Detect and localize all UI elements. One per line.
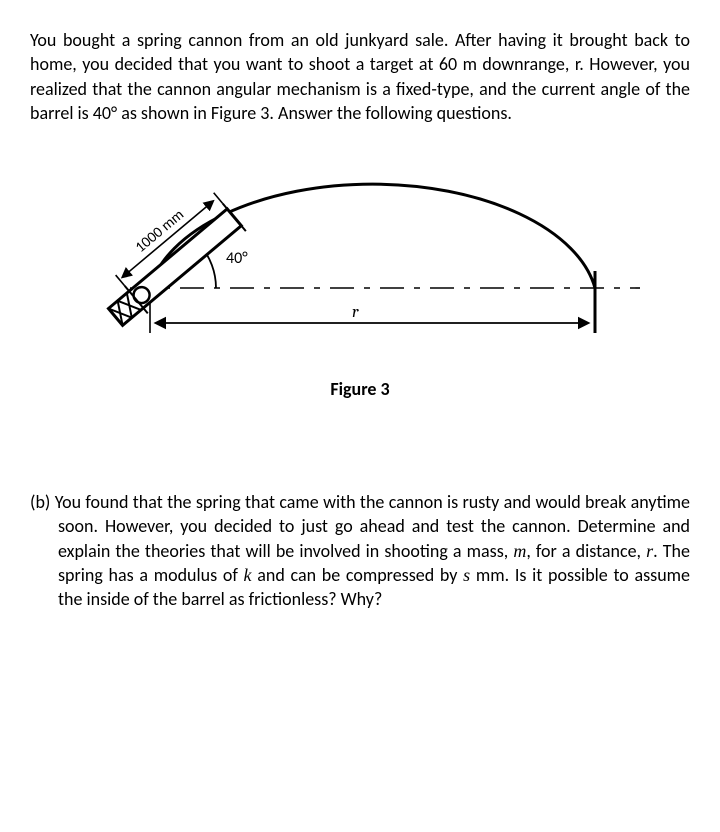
figure-3: r 40° [30,143,690,400]
figure-svg: r 40° [30,143,650,363]
part-b-label: (b) [30,491,50,513]
figure-caption: Figure 3 [30,378,690,400]
range-label: r [352,303,359,322]
angle-label: 40° [226,249,248,268]
part-b-paragraph: (b) You found that the spring that came … [30,490,690,611]
intro-paragraph: You bought a spring cannon from an old j… [30,28,690,125]
